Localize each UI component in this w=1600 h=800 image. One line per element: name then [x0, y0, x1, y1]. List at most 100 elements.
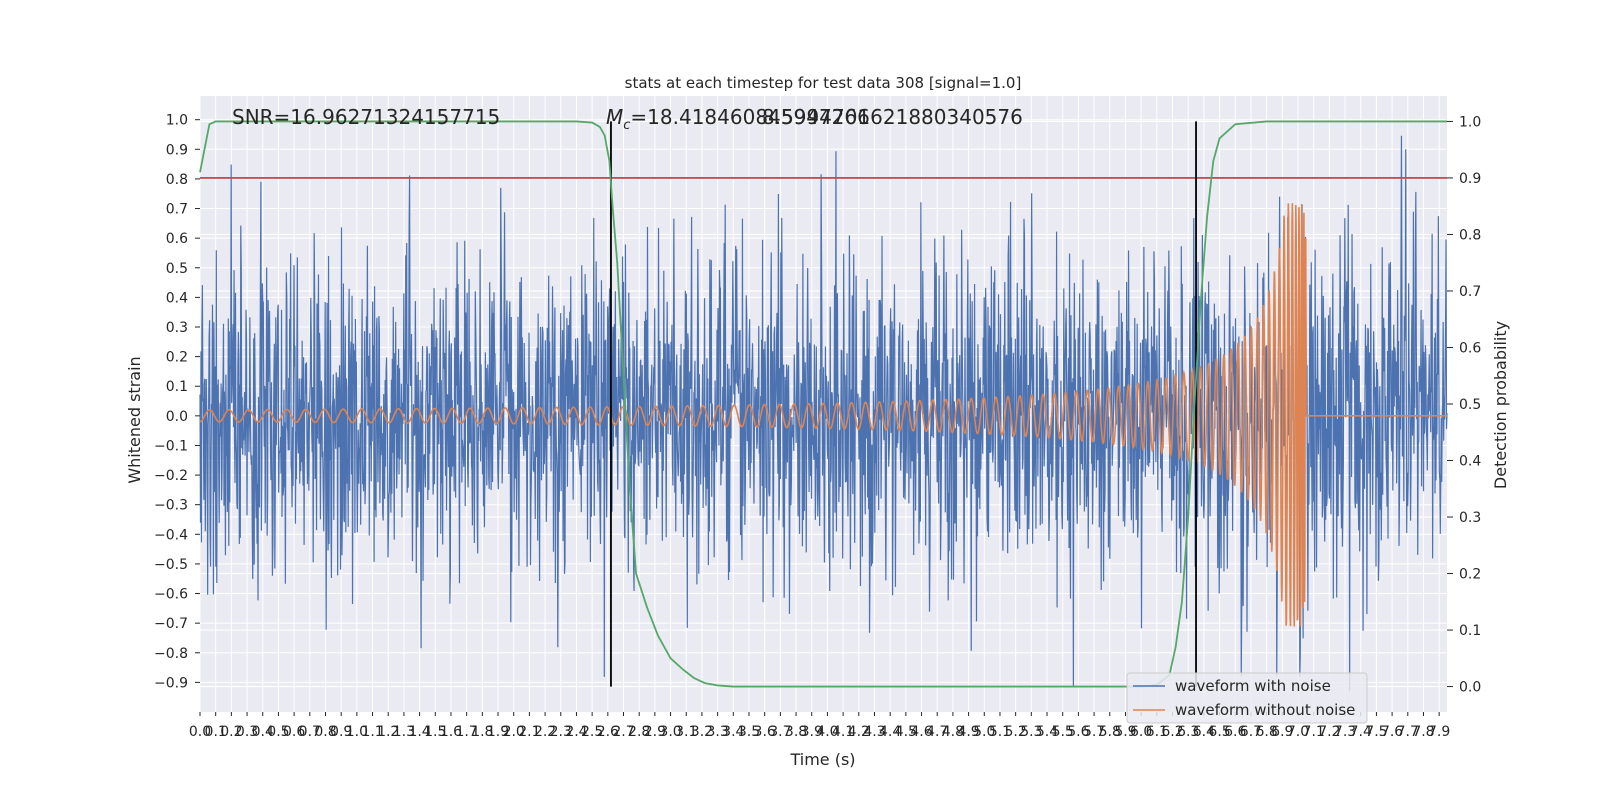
y-left-tick-labels: 1.0 0.9 0.8 0.7 0.6 0.5 0.4 0.3 0.2 0.1 0.0 −0.1 −0.…	[154, 113, 200, 691]
y-left-tick-label: 0.4	[166, 290, 188, 306]
x-tick-label: 7.7	[1397, 724, 1419, 740]
x-tick-label: 1.3	[393, 724, 415, 740]
y-left-tick-label: −0.3	[154, 498, 188, 514]
x-tick-label: 7.4	[1350, 724, 1372, 740]
y-axis-label-right: Detection probability	[1491, 321, 1510, 489]
x-tick-label: 3.9	[801, 724, 823, 740]
y-left-tick-label: 0.1	[166, 379, 188, 395]
mc-annotation: Mc=18.418460845947266	[606, 105, 870, 133]
x-tick-label: 0.7	[299, 724, 321, 740]
y-right-tick-label: 0.8	[1459, 227, 1481, 243]
x-tick-label: 5.0	[973, 724, 995, 740]
x-tick-label: 1.0	[346, 724, 368, 740]
legend-label-no-noise: waveform without noise	[1175, 701, 1355, 719]
x-tick-label: 4.2	[848, 724, 870, 740]
y-left-tick-label: −0.1	[154, 438, 188, 454]
x-tick-label: 4.1	[832, 724, 854, 740]
x-tick-label: 4.4	[879, 724, 901, 740]
x-tick-label: 5.8	[1099, 724, 1121, 740]
x-tick-label: 6.9	[1271, 724, 1293, 740]
x-tick-label: 7.3	[1334, 724, 1356, 740]
x-tick-label: 4.7	[926, 724, 948, 740]
y-right-tick-labels: 1.0 0.9 0.8 0.7 0.6 0.5 0.4 0.3 0.2 0.1 0.0	[1447, 114, 1481, 696]
x-tick-label: 2.2	[534, 724, 556, 740]
x-tick-label: 3.8	[785, 724, 807, 740]
y-left-tick-label: 0.2	[166, 350, 188, 366]
y-right-tick-label: 1.0	[1459, 114, 1481, 130]
x-tick-label: 2.3	[550, 724, 572, 740]
x-tick-label: 0.4	[252, 724, 274, 740]
x-tick-label: 2.6	[597, 724, 619, 740]
y-left-tick-label: 0.9	[166, 142, 188, 158]
x-tick-label: 3.5	[738, 724, 760, 740]
y-right-tick-label: 0.7	[1459, 284, 1481, 300]
x-tick-label: 4.5	[895, 724, 917, 740]
x-tick-label: 2.1	[518, 724, 540, 740]
x-tick-label: 0.3	[236, 724, 258, 740]
x-tick-label: 5.7	[1083, 724, 1105, 740]
y-left-tick-label: 0.3	[166, 320, 188, 336]
x-tick-label: 1.9	[487, 724, 509, 740]
x-tick-label: 4.3	[863, 724, 885, 740]
x-tick-label: 1.6	[440, 724, 462, 740]
y-axis-label-left: Whitened strain	[125, 356, 144, 483]
x-tick-label: 7.5	[1365, 724, 1387, 740]
mc-subscript: c	[623, 118, 630, 133]
y-left-tick-label: −0.6	[154, 587, 188, 603]
x-tick-label: 6.0	[1130, 724, 1152, 740]
x-tick-label: 1.1	[361, 724, 383, 740]
x-tick-label: 3.4	[722, 724, 744, 740]
y-left-tick-label: −0.2	[154, 468, 188, 484]
x-tick-label: 4.6	[910, 724, 932, 740]
x-tick-label: 3.1	[675, 724, 697, 740]
x-tick-label: 7.1	[1303, 724, 1325, 740]
x-tick-label: 6.3	[1177, 724, 1199, 740]
y-right-tick-label: 0.2	[1459, 567, 1481, 583]
x-tick-label: 2.8	[628, 724, 650, 740]
x-tick-label: 7.8	[1412, 724, 1434, 740]
x-tick-label: 7.9	[1428, 724, 1450, 740]
x-tick-label: 1.2	[377, 724, 399, 740]
x-tick-label: 6.6	[1224, 724, 1246, 740]
snr-annotation: SNR=16.96271324157715	[232, 105, 500, 129]
x-tick-label: 6.1	[1146, 724, 1168, 740]
x-tick-label: 5.9	[1114, 724, 1136, 740]
y-left-tick-label: −0.4	[154, 527, 188, 543]
plot-area	[199, 120, 1448, 692]
x-tick-label: 0.5	[267, 724, 289, 740]
x-tick-label: 0.9	[330, 724, 352, 740]
mc-symbol: M	[606, 105, 623, 129]
x-tick-label: 1.7	[456, 724, 478, 740]
legend-label-noise: waveform with noise	[1175, 677, 1331, 695]
y-left-tick-label: −0.8	[154, 646, 188, 662]
mc-value: =18.418460845947266	[630, 105, 869, 129]
x-tick-label: 6.7	[1240, 724, 1262, 740]
x-tick-label: 2.9	[644, 724, 666, 740]
y-right-tick-label: 0.3	[1459, 510, 1481, 526]
x-tick-label: 7.0	[1287, 724, 1309, 740]
x-tick-label: 5.5	[1052, 724, 1074, 740]
x-tick-label: 4.9	[957, 724, 979, 740]
x-tick-label: 6.5	[1208, 724, 1230, 740]
x-tick-label: 5.1	[989, 724, 1011, 740]
x-tick-label: 5.3	[1020, 724, 1042, 740]
y-left-tick-label: 0.6	[166, 231, 188, 247]
x-tick-label: 2.7	[612, 724, 634, 740]
y-left-tick-label: −0.5	[154, 557, 188, 573]
detection-markers	[610, 121, 1197, 687]
y-right-tick-label: 0.6	[1459, 340, 1481, 356]
x-tick-label: 3.3	[706, 724, 728, 740]
x-tick-label: 5.6	[1067, 724, 1089, 740]
x-tick-label: 4.0	[816, 724, 838, 740]
x-tick-label: 4.8	[942, 724, 964, 740]
series-waveform-without-noise	[199, 203, 1447, 627]
overlap-annotation: 8.5994701621880340576	[762, 105, 1023, 129]
x-tick-label: 6.2	[1161, 724, 1183, 740]
x-tick-label: 6.8	[1255, 724, 1277, 740]
x-tick-label: 3.6	[754, 724, 776, 740]
x-tick-label: 3.7	[769, 724, 791, 740]
x-tick-label: 2.4	[565, 724, 587, 740]
y-right-tick-label: 0.5	[1459, 397, 1481, 413]
y-left-tick-label: −0.9	[154, 675, 188, 691]
x-tick-label: 0.8	[314, 724, 336, 740]
